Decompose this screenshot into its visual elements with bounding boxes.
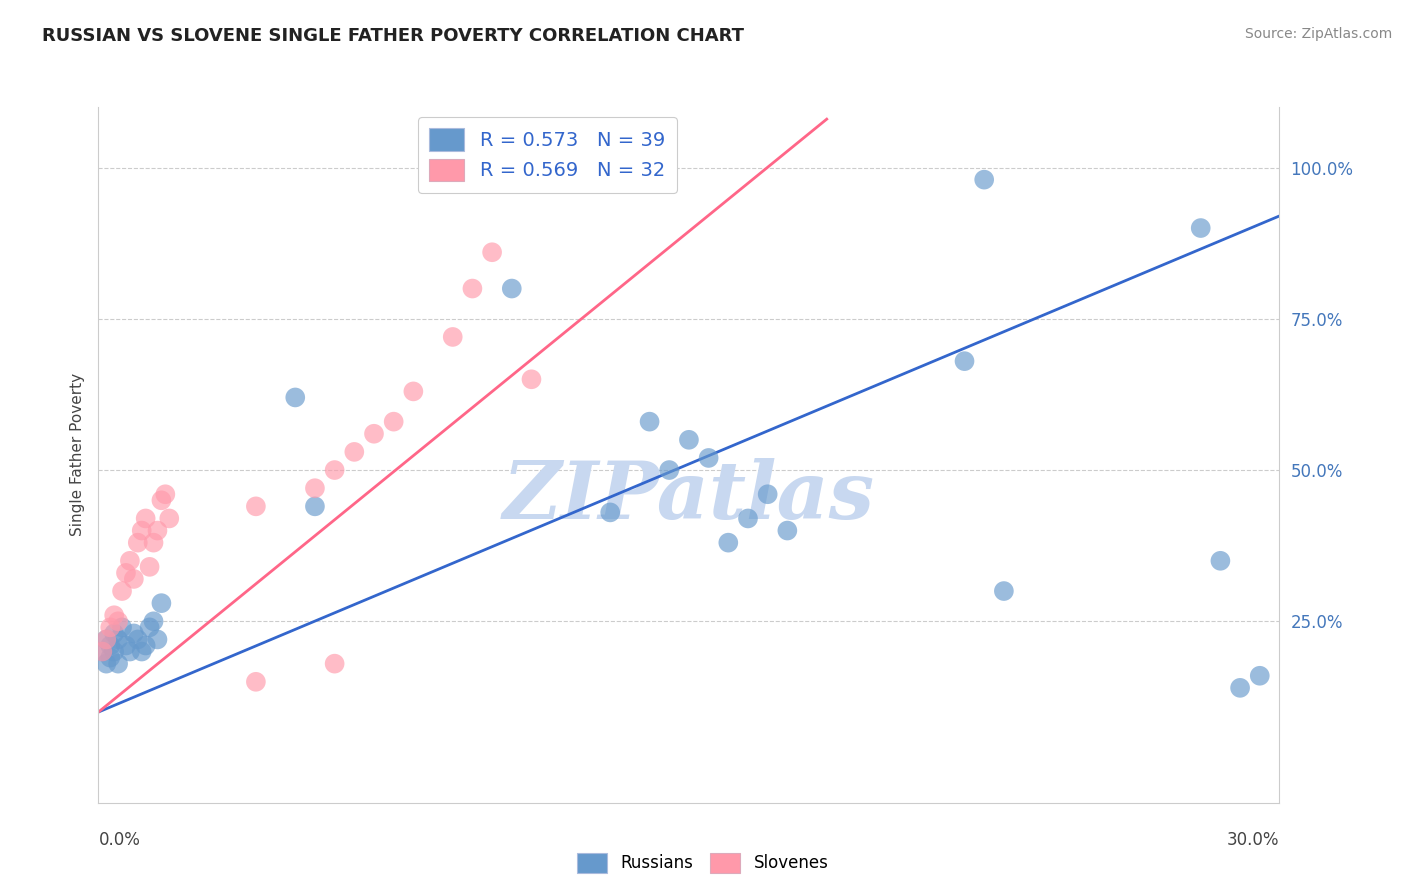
Point xyxy=(678,433,700,447)
Point xyxy=(150,596,173,610)
Point xyxy=(363,426,385,441)
Point xyxy=(138,559,160,574)
Point xyxy=(737,511,759,525)
Point xyxy=(776,524,799,538)
Point xyxy=(122,572,145,586)
Text: RUSSIAN VS SLOVENE SINGLE FATHER POVERTY CORRELATION CHART: RUSSIAN VS SLOVENE SINGLE FATHER POVERTY… xyxy=(42,27,744,45)
Point xyxy=(111,584,134,599)
Point xyxy=(973,172,995,186)
Text: 0.0%: 0.0% xyxy=(98,830,141,848)
Y-axis label: Single Father Poverty: Single Father Poverty xyxy=(69,374,84,536)
Point xyxy=(142,535,165,549)
Point xyxy=(953,354,976,368)
Point xyxy=(107,632,129,647)
Point xyxy=(1209,554,1232,568)
Point xyxy=(138,620,160,634)
Point xyxy=(107,657,129,671)
Point xyxy=(157,511,180,525)
Legend: R = 0.573   N = 39, R = 0.569   N = 32: R = 0.573 N = 39, R = 0.569 N = 32 xyxy=(418,117,676,193)
Point xyxy=(1189,221,1212,235)
Point xyxy=(115,639,138,653)
Point xyxy=(441,330,464,344)
Point xyxy=(402,384,425,399)
Point xyxy=(382,415,405,429)
Point xyxy=(142,615,165,629)
Point xyxy=(658,463,681,477)
Point xyxy=(1229,681,1251,695)
Point xyxy=(96,632,118,647)
Point xyxy=(284,391,307,405)
Point xyxy=(127,632,149,647)
Point xyxy=(146,524,169,538)
Text: 30.0%: 30.0% xyxy=(1227,830,1279,848)
Point xyxy=(135,639,157,653)
Point xyxy=(1249,669,1271,683)
Point xyxy=(111,620,134,634)
Point xyxy=(98,650,121,665)
Point xyxy=(135,511,157,525)
Point xyxy=(461,281,484,295)
Point xyxy=(118,644,141,658)
Point xyxy=(96,632,118,647)
Point xyxy=(993,584,1015,599)
Point xyxy=(131,524,153,538)
Point xyxy=(481,245,503,260)
Point xyxy=(107,615,129,629)
Point xyxy=(245,500,267,514)
Point xyxy=(103,626,125,640)
Point xyxy=(118,554,141,568)
Point xyxy=(146,632,169,647)
Point xyxy=(122,626,145,640)
Point xyxy=(638,172,661,186)
Point xyxy=(155,487,177,501)
Point xyxy=(103,644,125,658)
Point xyxy=(98,620,121,634)
Point xyxy=(150,493,173,508)
Text: Source: ZipAtlas.com: Source: ZipAtlas.com xyxy=(1244,27,1392,41)
Point xyxy=(501,281,523,295)
Point xyxy=(323,463,346,477)
Point xyxy=(91,644,114,658)
Point xyxy=(304,500,326,514)
Point xyxy=(638,415,661,429)
Point xyxy=(304,481,326,495)
Point xyxy=(717,535,740,549)
Text: ZIPatlas: ZIPatlas xyxy=(503,458,875,535)
Point xyxy=(520,372,543,386)
Point xyxy=(127,535,149,549)
Point xyxy=(96,657,118,671)
Point xyxy=(115,566,138,580)
Point xyxy=(131,644,153,658)
Point xyxy=(343,445,366,459)
Point xyxy=(103,608,125,623)
Point xyxy=(91,644,114,658)
Point xyxy=(697,450,720,465)
Point xyxy=(98,639,121,653)
Point xyxy=(245,674,267,689)
Point xyxy=(323,657,346,671)
Point xyxy=(599,505,621,519)
Point xyxy=(756,487,779,501)
Legend: Russians, Slovenes: Russians, Slovenes xyxy=(571,847,835,880)
